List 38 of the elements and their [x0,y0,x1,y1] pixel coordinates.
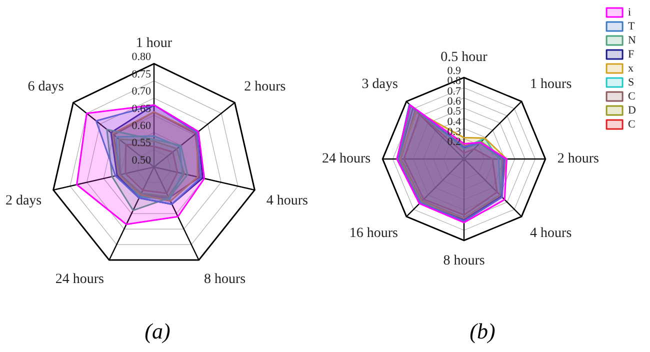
y-tick-label: 0.70 [132,86,152,98]
y-tick-label: 0.55 [132,137,152,150]
legend-label: x [628,62,634,74]
spoke-label: 8 hours [204,272,246,287]
y-tick-label: 0.4 [447,116,462,128]
y-tick-label: 0.7 [447,85,462,98]
legend-label: C [628,90,636,102]
spoke-label: 2 hours [244,79,286,94]
y-tick-label: 0.60 [132,120,152,132]
spoke-label: 4 hours [266,194,308,209]
legend-label: D [628,104,636,116]
spoke-label: 4 hours [530,226,572,242]
y-tick-label: 0.80 [132,51,152,64]
spoke-label: 3 days [362,77,398,92]
spoke-label: 1 hours [530,77,572,92]
y-tick-label: 0.9 [447,65,462,77]
text: (b) [470,318,496,344]
spoke-label: 16 hours [349,226,398,242]
y-tick-label: 0.50 [132,154,152,166]
y-tick-label: 0.5 [447,106,462,118]
legend-label: N [628,34,636,46]
spoke-label: 2 days [5,194,42,209]
spoke-label: 2 hours [557,152,600,167]
legend-label: C [628,118,636,130]
legend-label: T [628,20,636,32]
spoke-label: 0.5 hour [440,50,488,65]
legend-label: S [628,76,634,88]
spoke-label: 1 hour [136,36,172,51]
spoke-label: 24 hours [55,272,104,287]
y-tick-label: 0.75 [132,68,152,80]
spoke-label: 8 hours [443,253,485,268]
y-tick-label: 0.6 [447,96,462,108]
y-tick-label: 0.2 [447,136,461,148]
legend-label: F [628,48,634,60]
spoke-label: 6 days [28,79,64,94]
legend-label: i [628,6,632,18]
text: (a) [144,318,170,344]
spoke-label: 24 hours [322,152,371,167]
